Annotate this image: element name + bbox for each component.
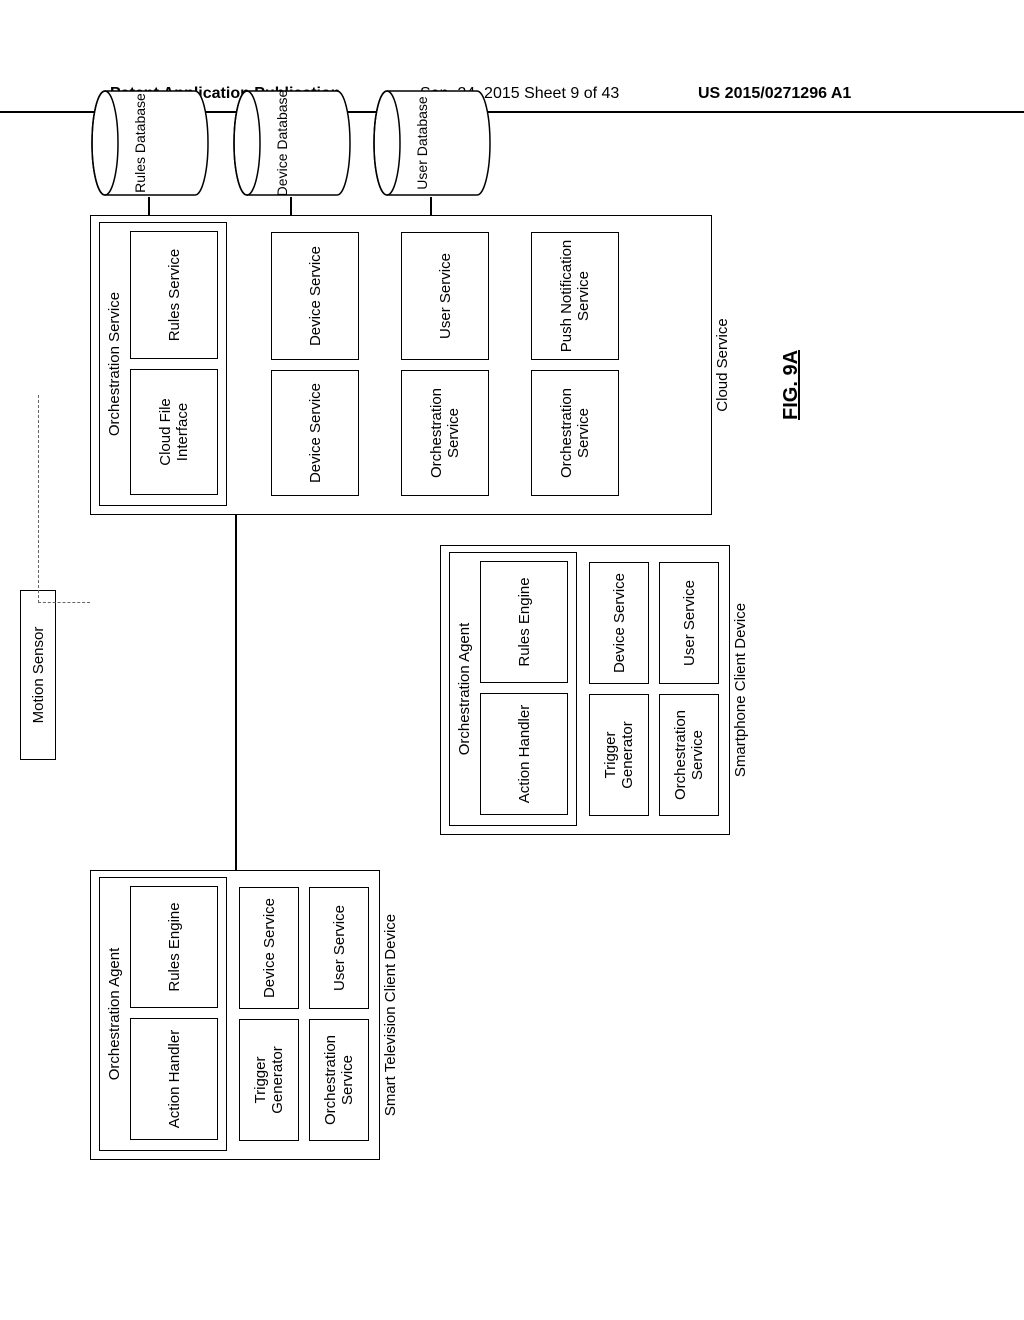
cloud-service-label: Cloud Service [714,215,731,515]
figure-label: FIG. 9A [780,350,803,420]
connector-device-db [290,197,292,215]
device-database: Device Database [232,88,352,198]
tv-trigger-generator: Trigger Generator [239,1019,299,1141]
cloud-device-service-left: Device Service [271,370,359,496]
device-db-label: Device Database [274,88,290,198]
cloud-push-service: Push Notification Service [531,232,619,360]
tv-device-service: Device Service [239,887,299,1009]
phone-client-label: Smartphone Client Device [732,545,749,835]
phone-rules-engine: Rules Engine [480,561,568,683]
phone-agent-title: Orchestration Agent [456,553,473,825]
cloud-orchestration-service: Orchestration Service Cloud File Interfa… [99,222,227,506]
rules-db-label: Rules Database [132,88,148,198]
phone-action-handler: Action Handler [480,693,568,815]
connector-tv-cloud [235,515,237,870]
motion-sensor-label: Motion Sensor [30,627,47,724]
cloud-service-container: Orchestration Service Cloud File Interfa… [90,215,712,515]
cloud-service-title: Orchestration Service [106,223,123,505]
tv-orchestration-service: Orchestration Service [309,1019,369,1141]
connector-sensor-cloud [38,602,90,603]
phone-user-service: User Service [659,562,719,684]
cloud-device-service-right: Device Service [271,232,359,360]
phone-client-container: Orchestration Agent Action Handler Rules… [440,545,730,835]
header-right: US 2015/0271296 A1 [698,85,851,103]
tv-client-container: Orchestration Agent Action Handler Rules… [90,870,380,1160]
connector-rules-db [148,197,150,215]
tv-orchestration-agent: Orchestration Agent Action Handler Rules… [99,877,227,1151]
user-db-label: User Database [414,88,430,198]
connector-sensor-cloud-h [38,395,39,603]
phone-orchestration-agent: Orchestration Agent Action Handler Rules… [449,552,577,826]
cloud-user-service: User Service [401,232,489,360]
tv-action-handler: Action Handler [130,1018,218,1140]
tv-client-label: Smart Television Client Device [382,870,399,1160]
rules-database: Rules Database [90,88,210,198]
tv-user-service: User Service [309,887,369,1009]
cloud-orchestration-left: Orchestration Service [401,370,489,496]
cloud-rules-service: Rules Service [130,231,218,359]
cloud-file-interface: Cloud File Interface [130,369,218,495]
phone-trigger-generator: Trigger Generator [589,694,649,816]
phone-orchestration-service: Orchestration Service [659,694,719,816]
phone-device-service: Device Service [589,562,649,684]
tv-agent-title: Orchestration Agent [106,878,123,1150]
tv-rules-engine: Rules Engine [130,886,218,1008]
diagram: Motion Sensor Orchestration Agent Action… [20,290,1010,1060]
motion-sensor-box: Motion Sensor [20,590,56,760]
user-database: User Database [372,88,492,198]
connector-user-db [430,197,432,215]
cloud-orchestration-left2: Orchestration Service [531,370,619,496]
